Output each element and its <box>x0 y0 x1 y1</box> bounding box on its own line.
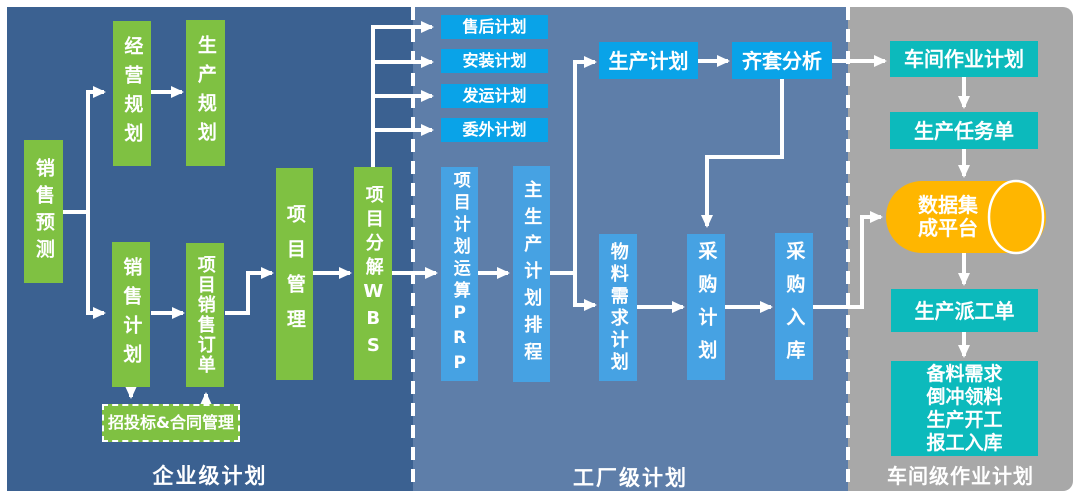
node-sales-plan: 销售计划 <box>112 242 150 387</box>
node-outsourcing-plan: 委外计划 <box>441 118 548 142</box>
node-installation-plan: 安装计划 <box>441 49 548 73</box>
node-mps: 主生产计划排程 <box>513 166 550 382</box>
node-production-planning: 生产规划 <box>186 20 225 166</box>
node-bidding-contract: 招投标&合同管理 <box>102 404 240 442</box>
section-label-workshop: 车间级作业计划 <box>887 464 1034 488</box>
node-project-sales-order: 项目销售订单 <box>186 243 224 387</box>
node-purchase-inbound: 采购入库 <box>775 233 813 380</box>
node-data-platform-label: 数据集 成平台 <box>918 193 978 240</box>
node-workshop-job-plan: 车间作业计划 <box>890 41 1038 77</box>
node-workshop-ops: 备料需求 倒冲领料 生产开工 报工入库 <box>891 361 1038 456</box>
node-mrp: 物料需求计划 <box>599 234 637 381</box>
section-label-enterprise: 企业级计划 <box>152 464 268 488</box>
node-prp: 项目计划运算PRP <box>441 167 478 381</box>
node-shipping-plan: 发运计划 <box>441 84 548 108</box>
node-kit-analysis: 齐套分析 <box>732 42 832 79</box>
node-production-task-order: 生产任务单 <box>890 112 1038 149</box>
section-label-factory: 工厂级计划 <box>573 466 688 490</box>
node-project-management: 项目管理 <box>276 168 313 380</box>
node-after-sales-plan: 售后计划 <box>441 15 548 39</box>
node-production-dispatch-order: 生产派工单 <box>891 289 1038 332</box>
node-purchase-plan: 采购计划 <box>687 234 725 380</box>
node-production-plan: 生产计划 <box>599 42 698 79</box>
node-business-planning: 经营规划 <box>113 21 151 166</box>
node-sales-forecast: 销售预测 <box>24 140 63 283</box>
node-project-wbs: 项目分解WBS <box>354 167 392 380</box>
